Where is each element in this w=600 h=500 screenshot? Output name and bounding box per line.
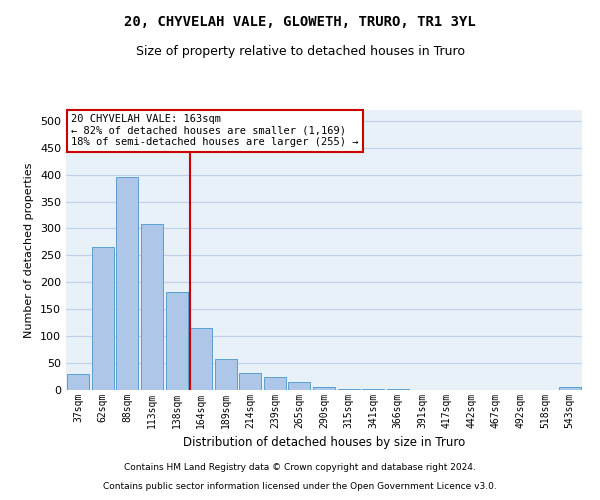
Bar [338,389,359,390]
Bar [190,328,212,390]
Bar [141,224,163,390]
Bar [313,387,335,390]
Bar [67,374,89,390]
Bar [166,292,188,390]
Text: Contains HM Land Registry data © Crown copyright and database right 2024.: Contains HM Land Registry data © Crown c… [124,464,476,472]
Text: 20, CHYVELAH VALE, GLOWETH, TRURO, TR1 3YL: 20, CHYVELAH VALE, GLOWETH, TRURO, TR1 3… [124,15,476,29]
X-axis label: Distribution of detached houses by size in Truro: Distribution of detached houses by size … [183,436,465,450]
Y-axis label: Number of detached properties: Number of detached properties [25,162,34,338]
Text: Size of property relative to detached houses in Truro: Size of property relative to detached ho… [136,45,464,58]
Bar [289,382,310,390]
Text: Contains public sector information licensed under the Open Government Licence v3: Contains public sector information licen… [103,482,497,491]
Bar [215,359,237,390]
Bar [559,388,581,390]
Bar [116,178,139,390]
Text: 20 CHYVELAH VALE: 163sqm
← 82% of detached houses are smaller (1,169)
18% of sem: 20 CHYVELAH VALE: 163sqm ← 82% of detach… [71,114,359,148]
Bar [264,376,286,390]
Bar [92,248,114,390]
Bar [239,373,262,390]
